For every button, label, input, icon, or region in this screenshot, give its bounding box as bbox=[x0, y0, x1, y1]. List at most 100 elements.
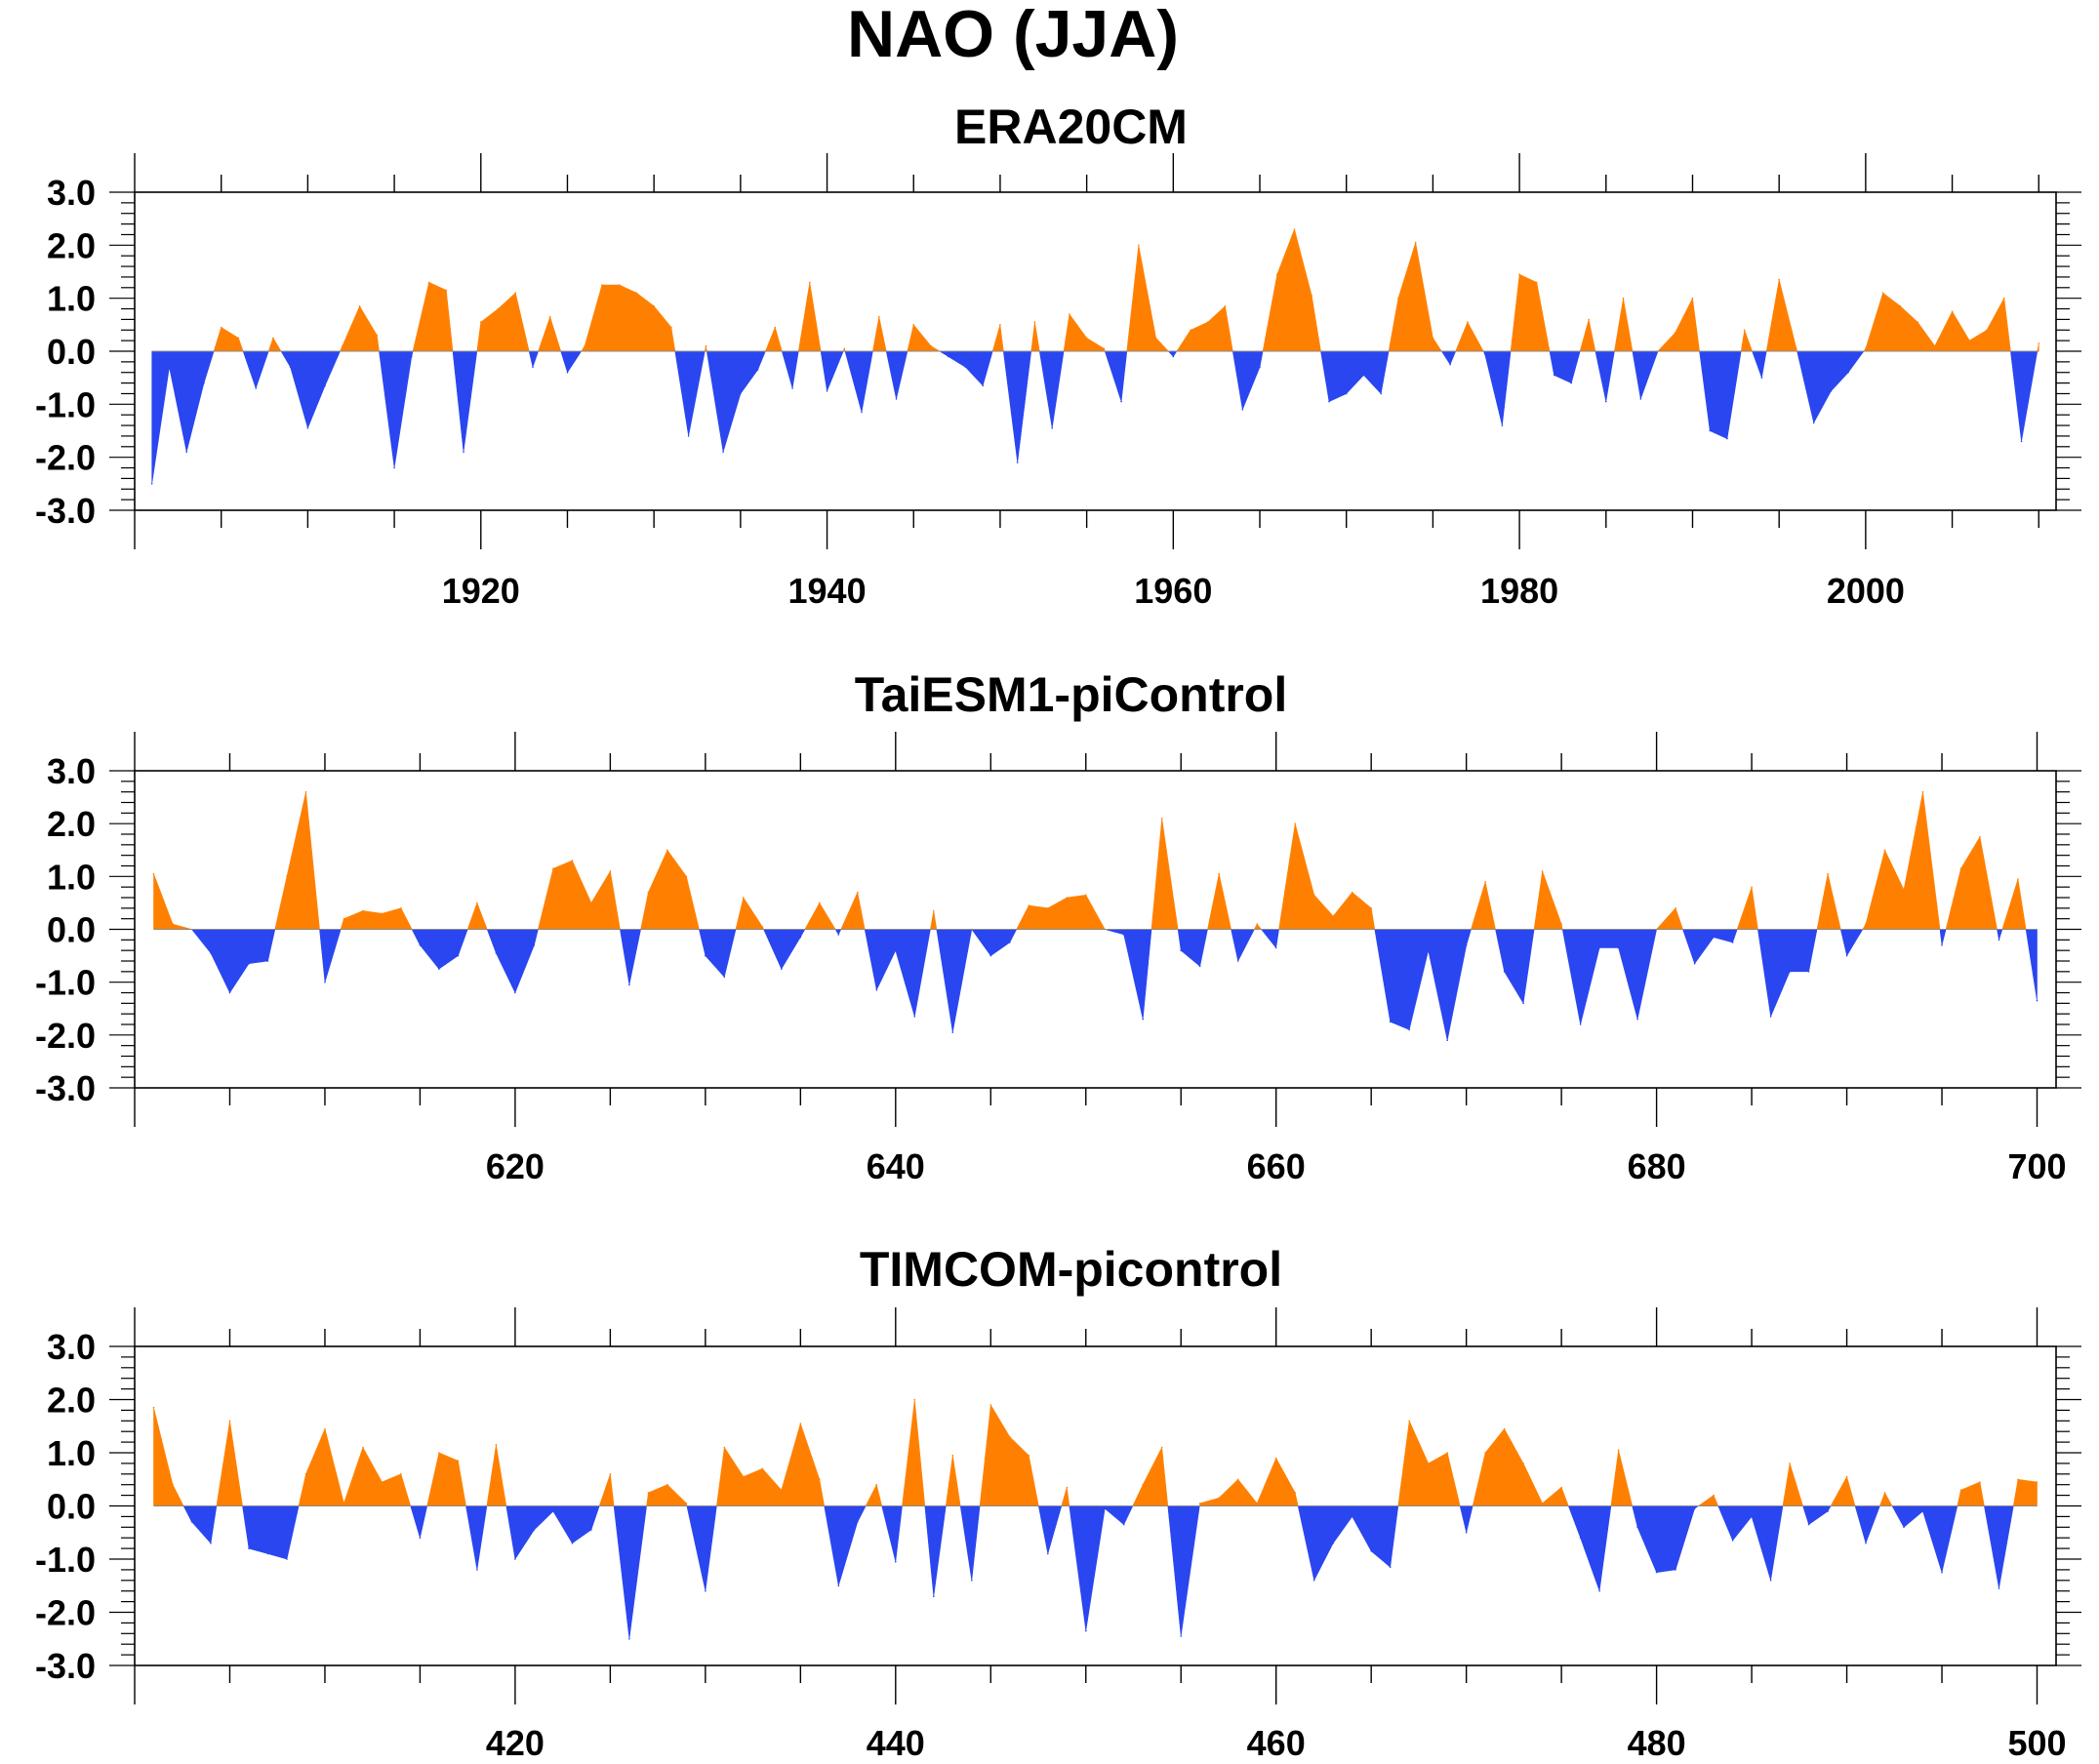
data-point bbox=[1541, 870, 1544, 872]
data-point bbox=[1751, 886, 1753, 888]
data-point bbox=[1294, 1492, 1296, 1494]
data-point bbox=[400, 1473, 402, 1475]
data-point bbox=[152, 1406, 155, 1409]
x-tick-label: 460 bbox=[1247, 1723, 1306, 1763]
data-point bbox=[1160, 818, 1163, 820]
data-point bbox=[1389, 1021, 1392, 1023]
data-point bbox=[687, 435, 690, 437]
data-point bbox=[1827, 1510, 1829, 1512]
y-tick-label: 0.0 bbox=[47, 332, 96, 372]
data-point bbox=[1743, 329, 1746, 332]
data-point bbox=[875, 989, 878, 991]
data-point bbox=[1047, 1552, 1049, 1555]
data-point bbox=[1617, 1449, 1620, 1452]
data-point bbox=[1198, 1503, 1201, 1504]
data-point bbox=[705, 954, 706, 957]
data-point bbox=[1998, 939, 2000, 942]
data-point bbox=[514, 1558, 516, 1560]
data-point bbox=[989, 954, 992, 957]
data-point bbox=[381, 912, 383, 915]
data-point bbox=[635, 292, 638, 295]
data-point bbox=[799, 936, 802, 939]
data-point bbox=[248, 1547, 250, 1549]
data-point bbox=[1484, 881, 1486, 883]
y-tick-label: -2.0 bbox=[35, 1016, 96, 1056]
data-point bbox=[1351, 891, 1353, 894]
data-point bbox=[1154, 337, 1157, 340]
negative-anomaly-area bbox=[151, 350, 2038, 484]
data-point bbox=[723, 976, 726, 979]
data-point bbox=[685, 1503, 688, 1504]
data-point bbox=[1731, 1540, 1734, 1542]
data-point bbox=[2020, 440, 2023, 443]
data-point bbox=[1408, 1028, 1410, 1031]
x-tick-label: 700 bbox=[2007, 1146, 2066, 1186]
data-point bbox=[427, 281, 430, 284]
data-point bbox=[1138, 244, 1140, 247]
data-point bbox=[150, 483, 153, 485]
data-point bbox=[1917, 321, 1918, 323]
data-point bbox=[1446, 1452, 1448, 1454]
data-point bbox=[666, 849, 668, 852]
data-point bbox=[930, 344, 932, 347]
data-point bbox=[1865, 923, 1867, 925]
data-point bbox=[228, 991, 231, 994]
y-tick-label: -1.0 bbox=[35, 384, 96, 424]
data-point bbox=[1501, 424, 1504, 426]
data-point bbox=[1274, 1457, 1277, 1460]
positive-anomaly-area bbox=[153, 1399, 2038, 1506]
data-point bbox=[237, 337, 240, 340]
data-point bbox=[1449, 363, 1451, 366]
data-point bbox=[497, 307, 500, 310]
data-point bbox=[1218, 872, 1220, 875]
x-tick-label: 1980 bbox=[1480, 571, 1558, 611]
data-point bbox=[220, 326, 222, 329]
positive-anomaly-area bbox=[213, 228, 2039, 352]
data-point bbox=[419, 944, 422, 946]
data-point bbox=[1085, 1629, 1087, 1632]
data-point bbox=[1432, 337, 1434, 340]
data-point bbox=[1518, 273, 1520, 276]
data-point bbox=[895, 949, 897, 951]
data-point bbox=[1789, 1463, 1791, 1464]
positive-anomaly-area bbox=[153, 791, 2027, 930]
data-point bbox=[964, 366, 967, 369]
data-point bbox=[1085, 337, 1088, 340]
data-point bbox=[548, 315, 551, 318]
data-point bbox=[819, 1478, 821, 1481]
data-point bbox=[791, 387, 793, 389]
data-point bbox=[1218, 1497, 1220, 1500]
data-point bbox=[343, 917, 345, 920]
data-point bbox=[743, 897, 745, 899]
y-tick-label: 3.0 bbox=[47, 1327, 96, 1367]
data-point bbox=[971, 1580, 973, 1582]
data-point bbox=[1397, 297, 1399, 300]
data-point bbox=[653, 305, 655, 307]
panel-taiesm1-picontrol: TaiESM1-piControl 3.0 2.0 1.0 0.0 -1.0 -2.0 -3.… bbox=[35, 667, 2081, 1186]
data-point bbox=[895, 398, 898, 400]
data-point bbox=[1414, 241, 1417, 244]
data-point bbox=[1845, 1475, 1848, 1478]
data-point bbox=[1579, 1537, 1582, 1539]
data-point bbox=[1103, 347, 1106, 350]
data-point bbox=[2017, 1478, 2019, 1481]
data-point bbox=[324, 981, 326, 983]
data-point bbox=[670, 326, 672, 329]
data-point bbox=[628, 1638, 630, 1640]
data-point bbox=[514, 991, 516, 994]
data-point bbox=[1617, 946, 1620, 949]
data-point bbox=[1636, 1526, 1638, 1529]
data-point bbox=[1427, 1463, 1430, 1464]
y-tick-label: 2.0 bbox=[47, 1381, 96, 1421]
data-point bbox=[1351, 1515, 1353, 1518]
x-tick-label: 420 bbox=[486, 1723, 545, 1763]
data-point bbox=[1276, 273, 1278, 276]
data-point bbox=[1709, 429, 1711, 432]
data-point bbox=[324, 1427, 326, 1430]
data-point bbox=[533, 944, 536, 946]
data-point bbox=[1986, 329, 1988, 332]
data-point bbox=[1522, 1463, 1524, 1464]
data-point bbox=[1503, 1427, 1506, 1430]
data-point bbox=[1028, 904, 1030, 906]
data-point bbox=[999, 324, 1001, 326]
